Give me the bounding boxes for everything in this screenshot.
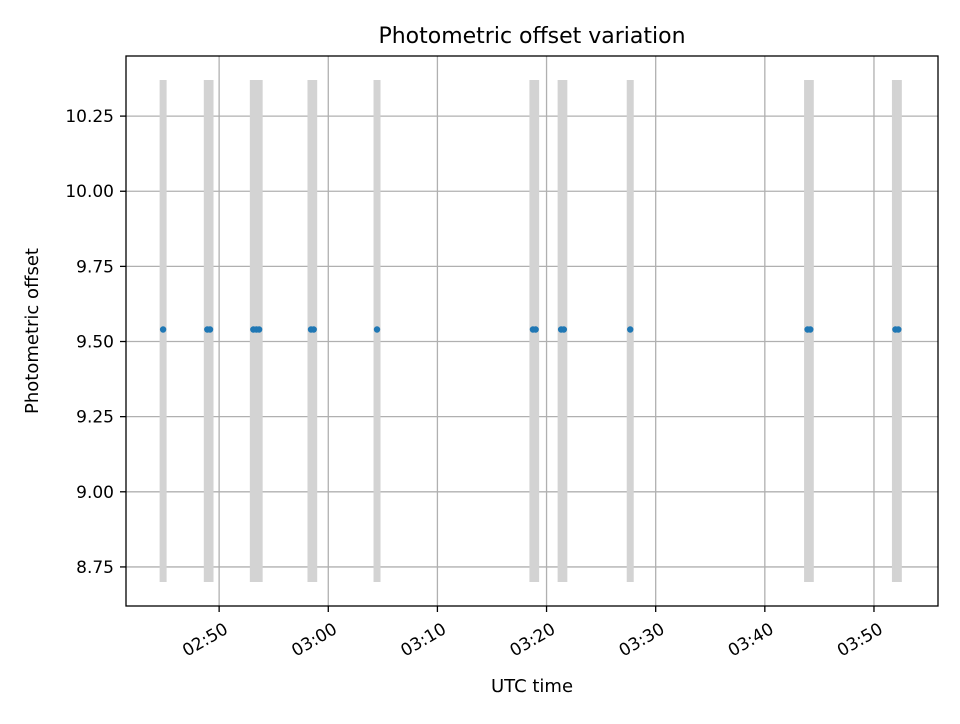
- y-tick-label: 9.00: [76, 483, 114, 503]
- y-tick-label: 9.50: [76, 333, 114, 353]
- data-point: [310, 326, 317, 333]
- data-point: [807, 326, 814, 333]
- data-point: [255, 326, 263, 333]
- y-tick-label: 9.25: [76, 408, 114, 428]
- chart-title: Photometric offset variation: [378, 24, 685, 49]
- data-point: [159, 326, 167, 333]
- y-tick-label: 10.00: [65, 182, 114, 202]
- y-tick-label: 8.75: [76, 558, 114, 578]
- data-point: [532, 326, 539, 333]
- y-tick-label: 9.75: [76, 257, 114, 277]
- x-axis-label: UTC time: [491, 676, 573, 697]
- y-axis-label: Photometric offset: [22, 248, 43, 414]
- plot-frame: [125, 55, 939, 607]
- point-layer: [159, 326, 902, 333]
- data-point: [206, 326, 214, 333]
- y-tick-label: 10.25: [65, 107, 114, 127]
- data-point: [373, 326, 381, 333]
- data-point: [560, 326, 568, 333]
- data-point: [895, 326, 902, 333]
- data-point: [627, 326, 634, 333]
